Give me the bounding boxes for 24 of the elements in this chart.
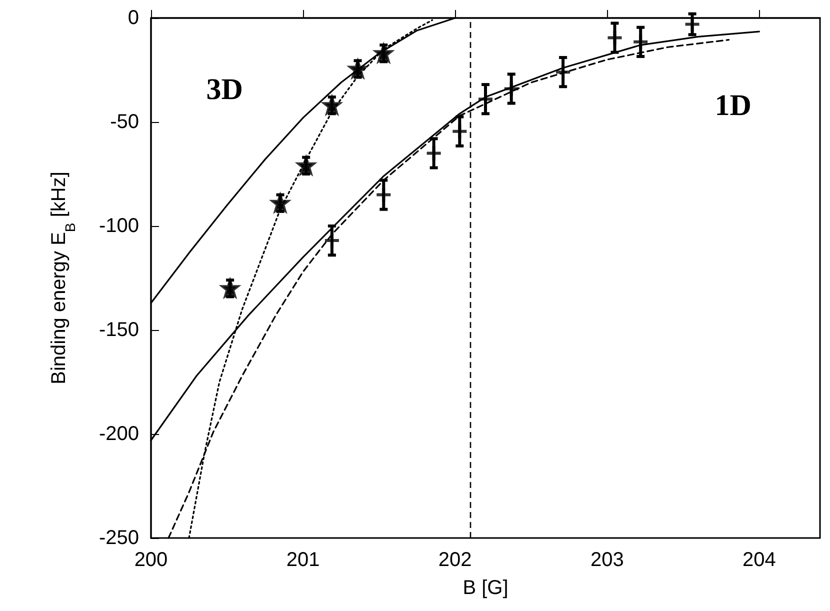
y-tick-label: 0	[128, 7, 139, 29]
point	[684, 16, 701, 33]
x-axis-title: B [G]	[462, 577, 508, 599]
x-tick-label: 202	[438, 549, 472, 571]
x-tick-label: 204	[742, 549, 776, 571]
annotation: 3D	[206, 73, 243, 106]
point	[554, 64, 572, 81]
y-tick-label: -250	[98, 527, 139, 549]
x-tick-label: 200	[134, 549, 168, 571]
x-tick-label: 201	[286, 549, 320, 571]
point	[451, 122, 468, 140]
y-tick-label: -200	[98, 423, 139, 445]
point	[425, 144, 442, 162]
point	[502, 80, 520, 98]
point	[632, 33, 650, 50]
point	[606, 29, 624, 46]
x-tick-label: 203	[590, 549, 624, 571]
y-tick-label: -150	[98, 319, 139, 341]
point	[375, 186, 392, 204]
y-tick-label: -50	[110, 111, 139, 133]
point	[323, 232, 340, 250]
annotation: 1D	[714, 88, 752, 122]
y-tick-label: -100	[98, 215, 139, 237]
y-axis-title: Binding energy EB [kHz]	[48, 172, 78, 384]
